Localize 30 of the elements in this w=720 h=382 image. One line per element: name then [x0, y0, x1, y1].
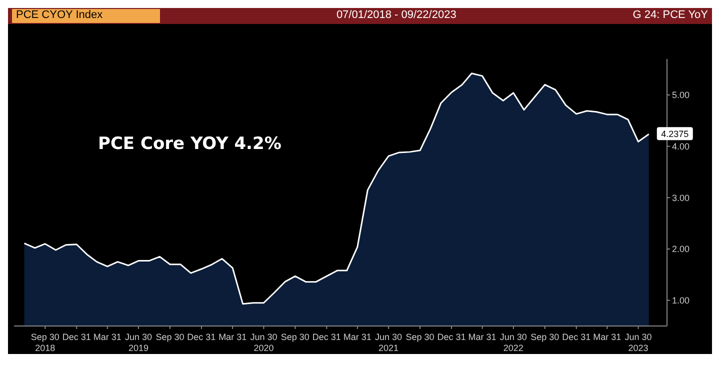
x-tick-label: Sep 30 — [406, 332, 434, 342]
x-tick-label: Mar 31 — [343, 332, 372, 342]
x-tick-label: Sep 30 — [156, 332, 184, 342]
x-tick-label: Sep 30 — [280, 332, 310, 342]
text: 07/01/2018 - 09/22/2023 — [336, 9, 456, 23]
x-tick-label: Dec 31 — [187, 332, 216, 342]
y-tick-label: 2.00 — [672, 244, 690, 254]
y-tick-label: 5.00 — [672, 90, 690, 100]
x-tick-label: Jun 30 2021 — [375, 332, 402, 353]
x-tick-label: Dec 31 — [562, 332, 591, 342]
x-tick-label: Mar 31 — [593, 332, 622, 342]
y-tick-label: 3.00 — [672, 192, 690, 203]
text: PCE CYOY Index — [12, 9, 160, 23]
y-tick-label: 4.00 — [672, 141, 690, 152]
x-tick-label: Jun 30 2019 — [124, 332, 152, 353]
x-tick-label: Jun 30 2023 — [624, 332, 652, 353]
x-tick-label: Jun 30 2020 — [250, 332, 278, 353]
x-tick-label: Mar 31 — [218, 332, 247, 342]
x-tick-label: Jun 30 2022 — [500, 332, 527, 353]
x-tick-label: Dec 31 — [437, 332, 466, 342]
x-tick-label: Mar 31 — [468, 332, 496, 342]
x-tick-label: Sep 30 2018 — [30, 332, 60, 353]
text: G 24: PCE YoY — [632, 9, 708, 23]
x-tick-label: Mar 31 — [93, 332, 122, 342]
x-tick-label: Dec 31 — [312, 332, 341, 342]
data-label: 4.2375 — [661, 129, 689, 140]
text: PCE Core YOY 4.2% — [98, 134, 282, 154]
x-tick-label: Dec 31 — [62, 332, 91, 342]
y-tick-label: 1.00 — [672, 296, 690, 306]
x-tick-label: Sep 30 — [530, 332, 560, 342]
